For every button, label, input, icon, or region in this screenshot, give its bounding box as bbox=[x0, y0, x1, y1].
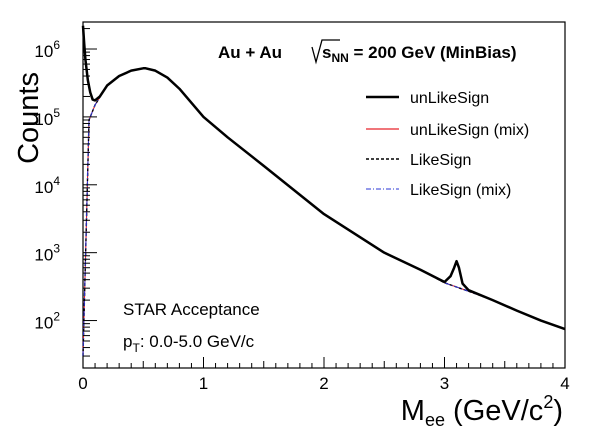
legend-label-unlikesign: unLikeSign bbox=[410, 90, 489, 107]
legend-label-likesign-mix: LikeSign (mix) bbox=[410, 182, 511, 199]
y-tick-label: 106 bbox=[34, 38, 60, 61]
y-tick-label: 104 bbox=[34, 174, 60, 197]
x-tick-label: 2 bbox=[319, 374, 328, 393]
pt-range-label: pT: 0.0-5.0 GeV/c bbox=[123, 332, 255, 355]
series-layer bbox=[81, 25, 566, 357]
y-tick-label: 103 bbox=[34, 242, 60, 265]
acceptance-label: STAR Acceptance bbox=[123, 300, 260, 319]
x-tick-label: 0 bbox=[78, 374, 87, 393]
x-axis-title: Mee (GeV/c2) bbox=[401, 392, 563, 430]
y-axis-title: Counts bbox=[13, 72, 45, 164]
series-line-unlikesign bbox=[81, 25, 566, 331]
x-tick-label: 1 bbox=[199, 374, 208, 393]
legend-label-unlikesign-mix: unLikeSign (mix) bbox=[410, 122, 529, 139]
y-tick-label: 102 bbox=[34, 310, 60, 333]
sqrt-symbol bbox=[311, 39, 340, 65]
x-tick-label: 3 bbox=[440, 374, 449, 393]
legend: unLikeSign unLikeSign (mix) LikeSign Lik… bbox=[366, 90, 529, 199]
legend-label-likesign: LikeSign bbox=[410, 152, 471, 169]
energy-label: sNN = 200 GeV (MinBias) bbox=[322, 43, 517, 65]
axis-layer: 0 1 2 3 4 102 103 104 105 106 bbox=[34, 28, 570, 393]
y-tick-label: 105 bbox=[34, 106, 60, 129]
x-tick-label: 4 bbox=[560, 374, 569, 393]
system-label: Au + Au bbox=[218, 43, 282, 62]
